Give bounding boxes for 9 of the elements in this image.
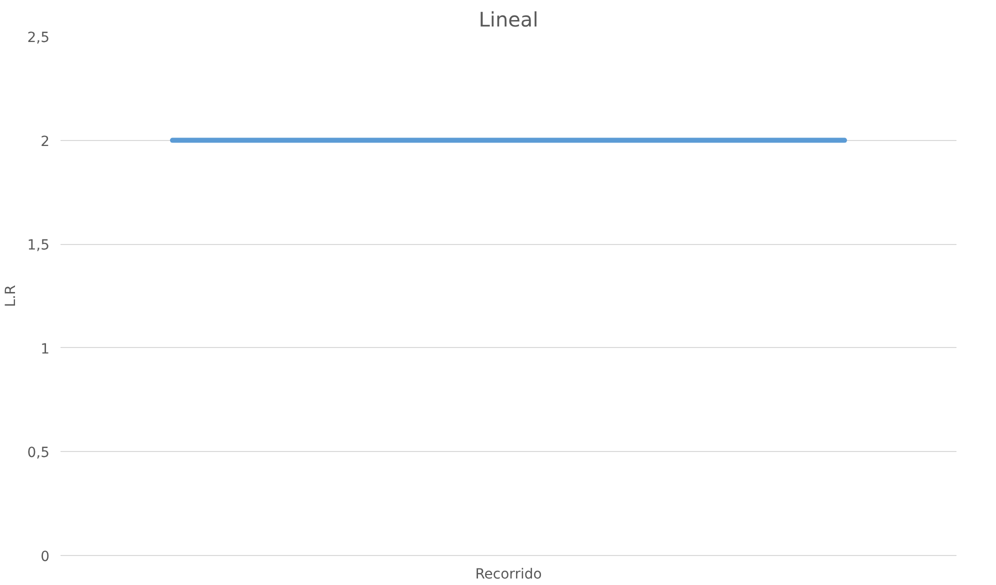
y-tick-label: 0 bbox=[40, 549, 50, 565]
y-tick-label: 2 bbox=[40, 134, 50, 150]
y-tick-label: 1 bbox=[40, 341, 50, 358]
x-axis-title: Recorrido bbox=[475, 566, 542, 582]
chart-title: Lineal bbox=[478, 8, 538, 32]
y-axis-title: L.R bbox=[3, 284, 20, 307]
y-tick-label: 1,5 bbox=[27, 238, 50, 254]
y-tick-label: 0,5 bbox=[27, 445, 50, 462]
y-tick-label: 2,5 bbox=[27, 30, 50, 46]
